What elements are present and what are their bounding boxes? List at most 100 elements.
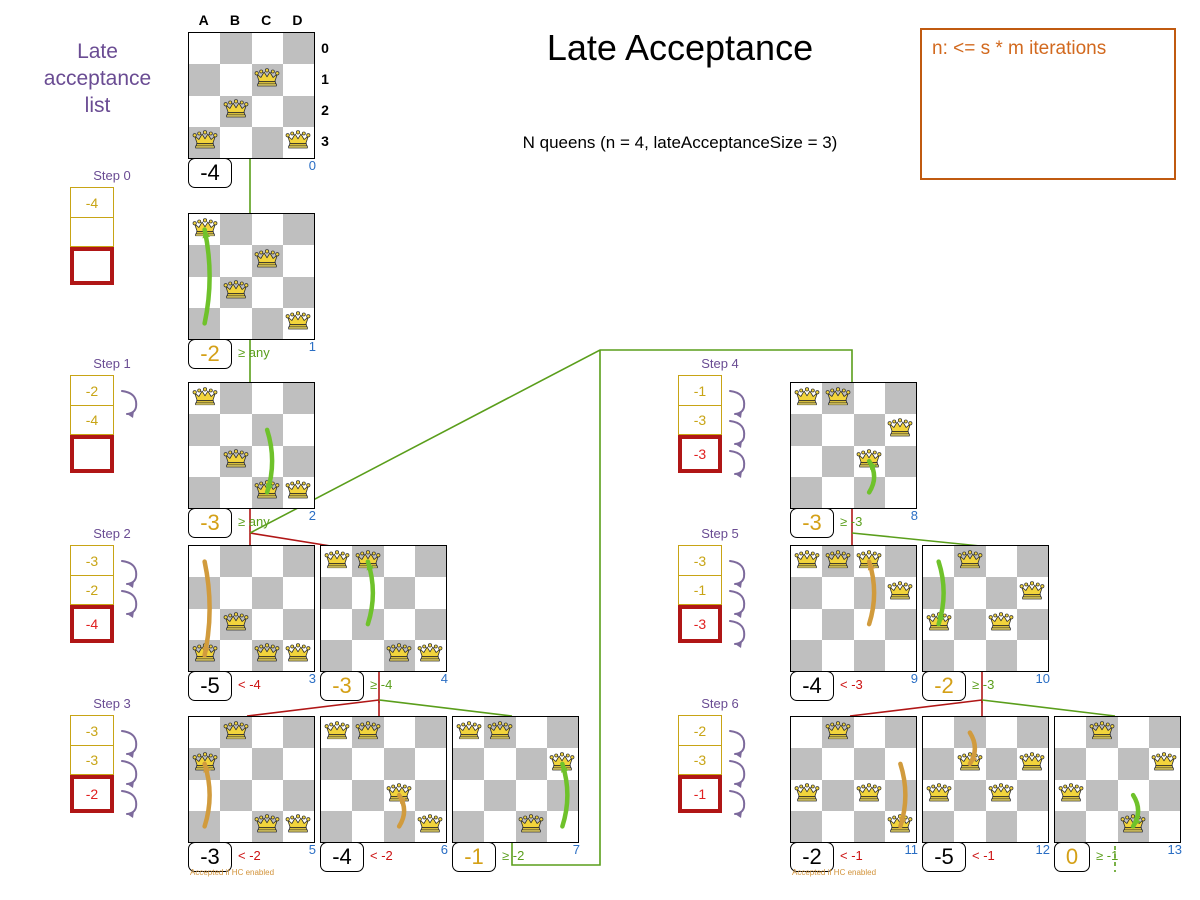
board-grid <box>1054 716 1181 843</box>
board-score: -2 <box>188 339 232 369</box>
score-comparison: ≥ -3 <box>840 514 863 529</box>
board-cell <box>791 383 823 415</box>
queen-piece <box>825 386 851 411</box>
board-grid <box>922 716 1049 843</box>
queen-icon <box>386 783 412 802</box>
board-cell <box>791 414 823 446</box>
lal-cell: -1 <box>678 575 722 605</box>
board-cell <box>822 639 854 671</box>
queen-icon <box>192 643 217 662</box>
board-index: 4 <box>440 671 448 686</box>
queen-piece <box>417 814 443 839</box>
board-cell <box>985 717 1017 749</box>
board-cell <box>189 476 221 508</box>
board-index: 6 <box>440 842 448 857</box>
queen-piece <box>856 449 882 473</box>
queen-piece <box>856 549 882 574</box>
list-rotate-arrow-icon <box>121 560 138 588</box>
queen-piece <box>794 549 820 574</box>
board-cell <box>282 245 314 277</box>
board-score: -3 <box>188 842 232 872</box>
board-cell <box>515 810 547 842</box>
queen-piece <box>1151 752 1177 776</box>
board-cell <box>321 810 353 842</box>
board-cell <box>1086 810 1118 842</box>
board-cell <box>453 779 485 811</box>
board-cell <box>282 748 314 780</box>
late-acceptance-list: -4 <box>70 187 114 285</box>
board-cell <box>884 748 916 780</box>
board-cell <box>189 214 221 246</box>
step-label: Step 4 <box>701 356 739 371</box>
queen-icon <box>386 643 412 662</box>
queen-piece <box>192 217 218 242</box>
board-cell <box>220 717 252 749</box>
board-cell <box>220 214 252 246</box>
board-cell <box>923 639 955 671</box>
board-cell <box>515 779 547 811</box>
chessboard-4: -3 ≥ -4 4 <box>320 545 448 701</box>
board-cell <box>189 445 221 477</box>
board-index: 9 <box>910 671 918 686</box>
board-cell <box>884 414 916 446</box>
board-cell <box>853 717 885 749</box>
board-cell <box>853 748 885 780</box>
board-cell <box>923 779 955 811</box>
board-grid <box>790 545 917 672</box>
queen-icon <box>254 249 280 268</box>
board-cell <box>791 717 823 749</box>
step-label: Step 3 <box>93 696 131 711</box>
board-cell <box>282 546 314 578</box>
iterations-note-box: n: <= s * m iterations <box>920 28 1176 180</box>
queen-piece <box>285 311 311 336</box>
board-cell <box>484 779 516 811</box>
board-cell <box>853 414 885 446</box>
board-grid <box>790 716 917 843</box>
board-cell <box>822 717 854 749</box>
board-cell <box>251 33 283 65</box>
score-comparison: ≥ -3 <box>972 677 995 692</box>
board-cell <box>484 717 516 749</box>
board-cell <box>515 717 547 749</box>
board-cell <box>546 779 578 811</box>
board-cell <box>884 546 916 578</box>
board-cell <box>251 245 283 277</box>
board-cell <box>791 810 823 842</box>
board-cell <box>220 445 252 477</box>
board-index: 0 <box>308 158 316 173</box>
board-grid <box>452 716 579 843</box>
board-cell <box>791 476 823 508</box>
board-cell <box>1117 748 1149 780</box>
queen-piece <box>887 814 913 839</box>
board-cell <box>1016 608 1048 640</box>
step-1: Step 1 -2 -4 <box>52 356 172 473</box>
board-cell <box>220 245 252 277</box>
queen-piece <box>223 720 249 745</box>
board-score: -1 <box>452 842 496 872</box>
queen-piece <box>794 386 820 411</box>
board-cell <box>822 577 854 609</box>
board-cell <box>189 245 221 277</box>
queen-piece <box>192 130 218 155</box>
board-cell <box>884 383 916 415</box>
chessboard-10: -2 ≥ -3 10 <box>922 545 1050 701</box>
board-cell <box>791 779 823 811</box>
queen-piece <box>825 549 851 574</box>
board-cell <box>220 476 252 508</box>
board-index: 12 <box>1035 842 1050 857</box>
queen-piece <box>285 480 311 505</box>
chessboard-2: -3 ≥ any 2 <box>188 382 316 538</box>
queen-icon <box>192 752 217 771</box>
board-cell <box>189 126 221 158</box>
queen-icon <box>888 814 913 833</box>
board-cell <box>383 608 415 640</box>
queen-icon <box>825 549 851 568</box>
board-cell <box>822 810 854 842</box>
queen-piece <box>254 814 280 839</box>
board-cell <box>189 810 221 842</box>
board-index: 1 <box>308 339 316 354</box>
late-acceptance-list: -2 -3 -1 <box>678 715 746 818</box>
queen-icon <box>957 549 983 568</box>
iterations-note-text: n: <= s * m iterations <box>932 38 1107 59</box>
late-acceptance-list: -2 -4 <box>70 375 138 473</box>
